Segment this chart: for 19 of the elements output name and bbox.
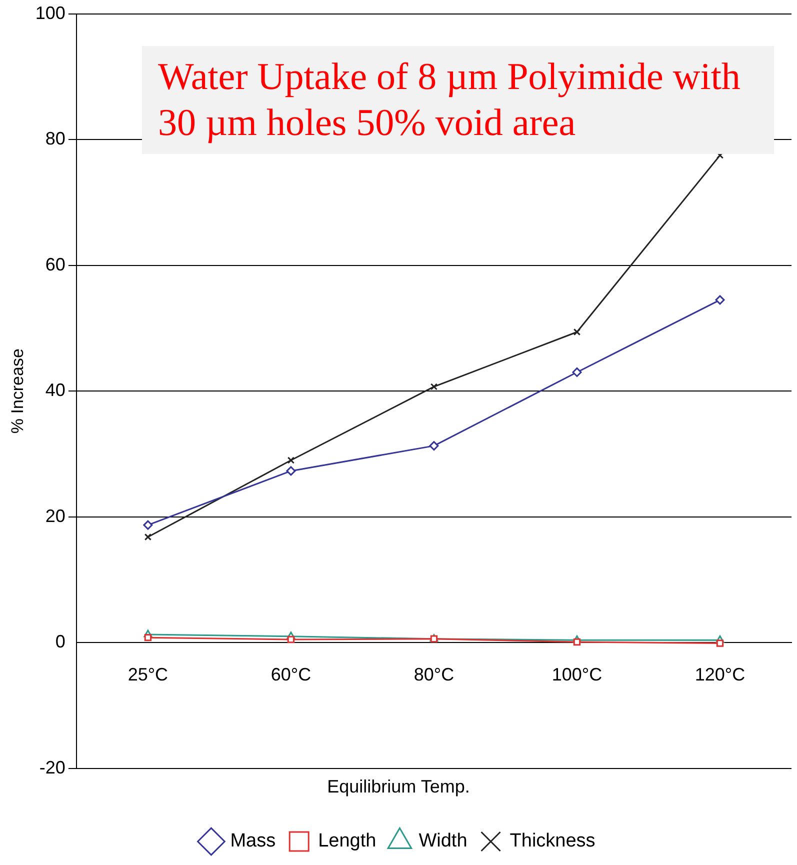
x-tick-label: 80°C xyxy=(414,664,454,684)
y-axis-title: % Increase xyxy=(8,348,27,434)
y-tick-label: 20 xyxy=(45,506,66,526)
x-tick-label: 120°C xyxy=(694,664,746,684)
legend-label: Mass xyxy=(230,830,276,852)
x-tick-label: 60°C xyxy=(270,664,312,684)
legend-label: Thickness xyxy=(510,830,596,852)
legend-label: Length xyxy=(318,830,376,852)
x-tick-label: 100°C xyxy=(552,664,602,684)
x-tick-label: 25°C xyxy=(128,664,168,684)
y-tick-label: 60 xyxy=(45,254,66,274)
x-axis-title: Equilibrium Temp. xyxy=(327,776,470,796)
y-tick-label: 80 xyxy=(45,128,66,149)
y-tick-label: 0 xyxy=(55,632,66,652)
y-tick-label: -20 xyxy=(39,757,66,778)
text: Water Uptake of 8 µm Polyimide with 30 µm holes 50% void area xyxy=(142,46,774,154)
legend-label: Width xyxy=(418,830,468,852)
y-tick-label: 100 xyxy=(35,2,66,23)
y-tick-label: 40 xyxy=(45,380,66,400)
